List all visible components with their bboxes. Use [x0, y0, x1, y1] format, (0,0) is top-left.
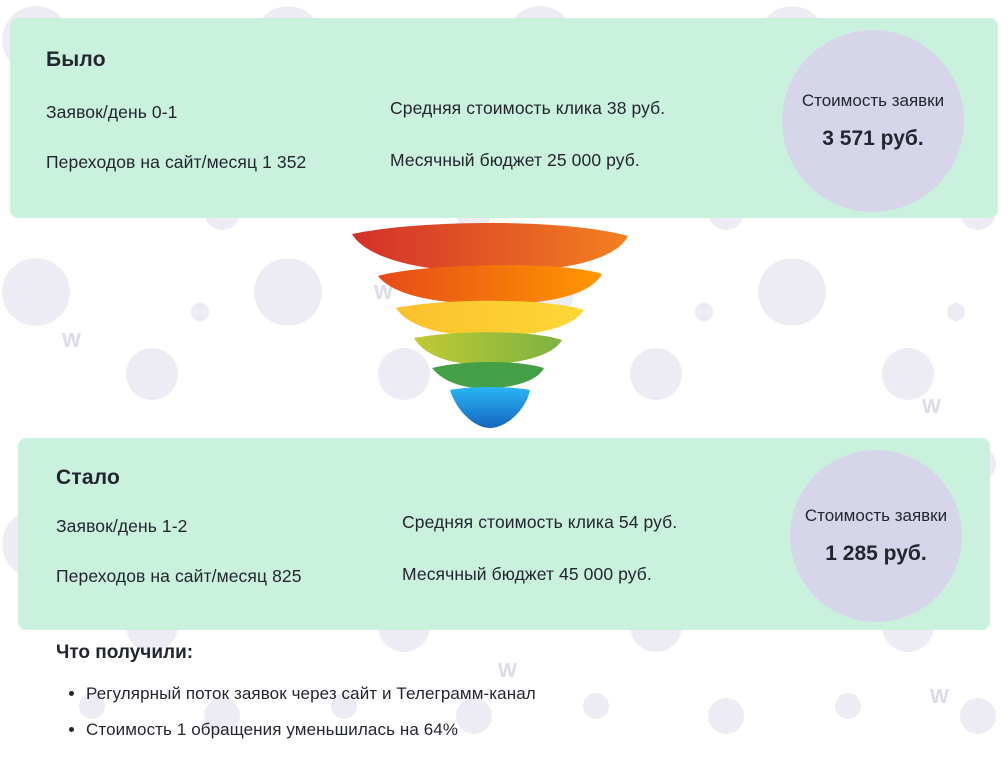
results-list: Регулярный поток заявок через сайт и Тел…: [56, 684, 916, 740]
after-site-visits: Переходов на сайт/месяц 825: [56, 566, 302, 586]
after-leads-per-day: Заявок/день 1-2: [56, 516, 188, 536]
before-leads-per-day: Заявок/день 0-1: [46, 102, 178, 122]
funnel-icon: [352, 223, 628, 428]
watermark-w: W: [922, 396, 941, 418]
result-item: Стоимость 1 обращения уменьшилась на 64%: [86, 720, 916, 740]
result-item: Регулярный поток заявок через сайт и Тел…: [86, 684, 916, 704]
after-card: Стало Заявок/день 1-2 Переходов на сайт/…: [18, 438, 990, 630]
before-cost-badge: Стоимость заявки 3 571 руб.: [782, 30, 964, 212]
watermark-w: W: [374, 282, 393, 304]
before-badge-label: Стоимость заявки: [801, 91, 945, 110]
results-section: Что получили: Регулярный поток заявок че…: [56, 642, 916, 756]
after-avg-click-cost: Средняя стоимость клика 54 руб.: [402, 512, 678, 532]
after-title: Стало: [56, 466, 121, 489]
funnel-illustration: [348, 220, 632, 434]
before-badge-value: 3 571 руб.: [822, 127, 924, 150]
watermark-w: W: [62, 330, 81, 352]
before-title: Было: [46, 48, 106, 71]
after-badge-value: 1 285 руб.: [825, 542, 927, 565]
results-title: Что получили:: [56, 642, 194, 663]
after-monthly-budget: Месячный бюджет 45 000 руб.: [402, 564, 652, 584]
after-badge-label: Стоимость заявки: [804, 506, 948, 525]
after-cost-badge: Стоимость заявки 1 285 руб.: [790, 450, 962, 622]
before-avg-click-cost: Средняя стоимость клика 38 руб.: [390, 98, 666, 118]
before-monthly-budget: Месячный бюджет 25 000 руб.: [390, 150, 640, 170]
watermark-w: W: [498, 660, 517, 682]
before-card: Было Заявок/день 0-1 Переходов на сайт/м…: [10, 18, 998, 218]
watermark-w: W: [930, 686, 949, 708]
before-site-visits: Переходов на сайт/месяц 1 352: [46, 152, 307, 172]
